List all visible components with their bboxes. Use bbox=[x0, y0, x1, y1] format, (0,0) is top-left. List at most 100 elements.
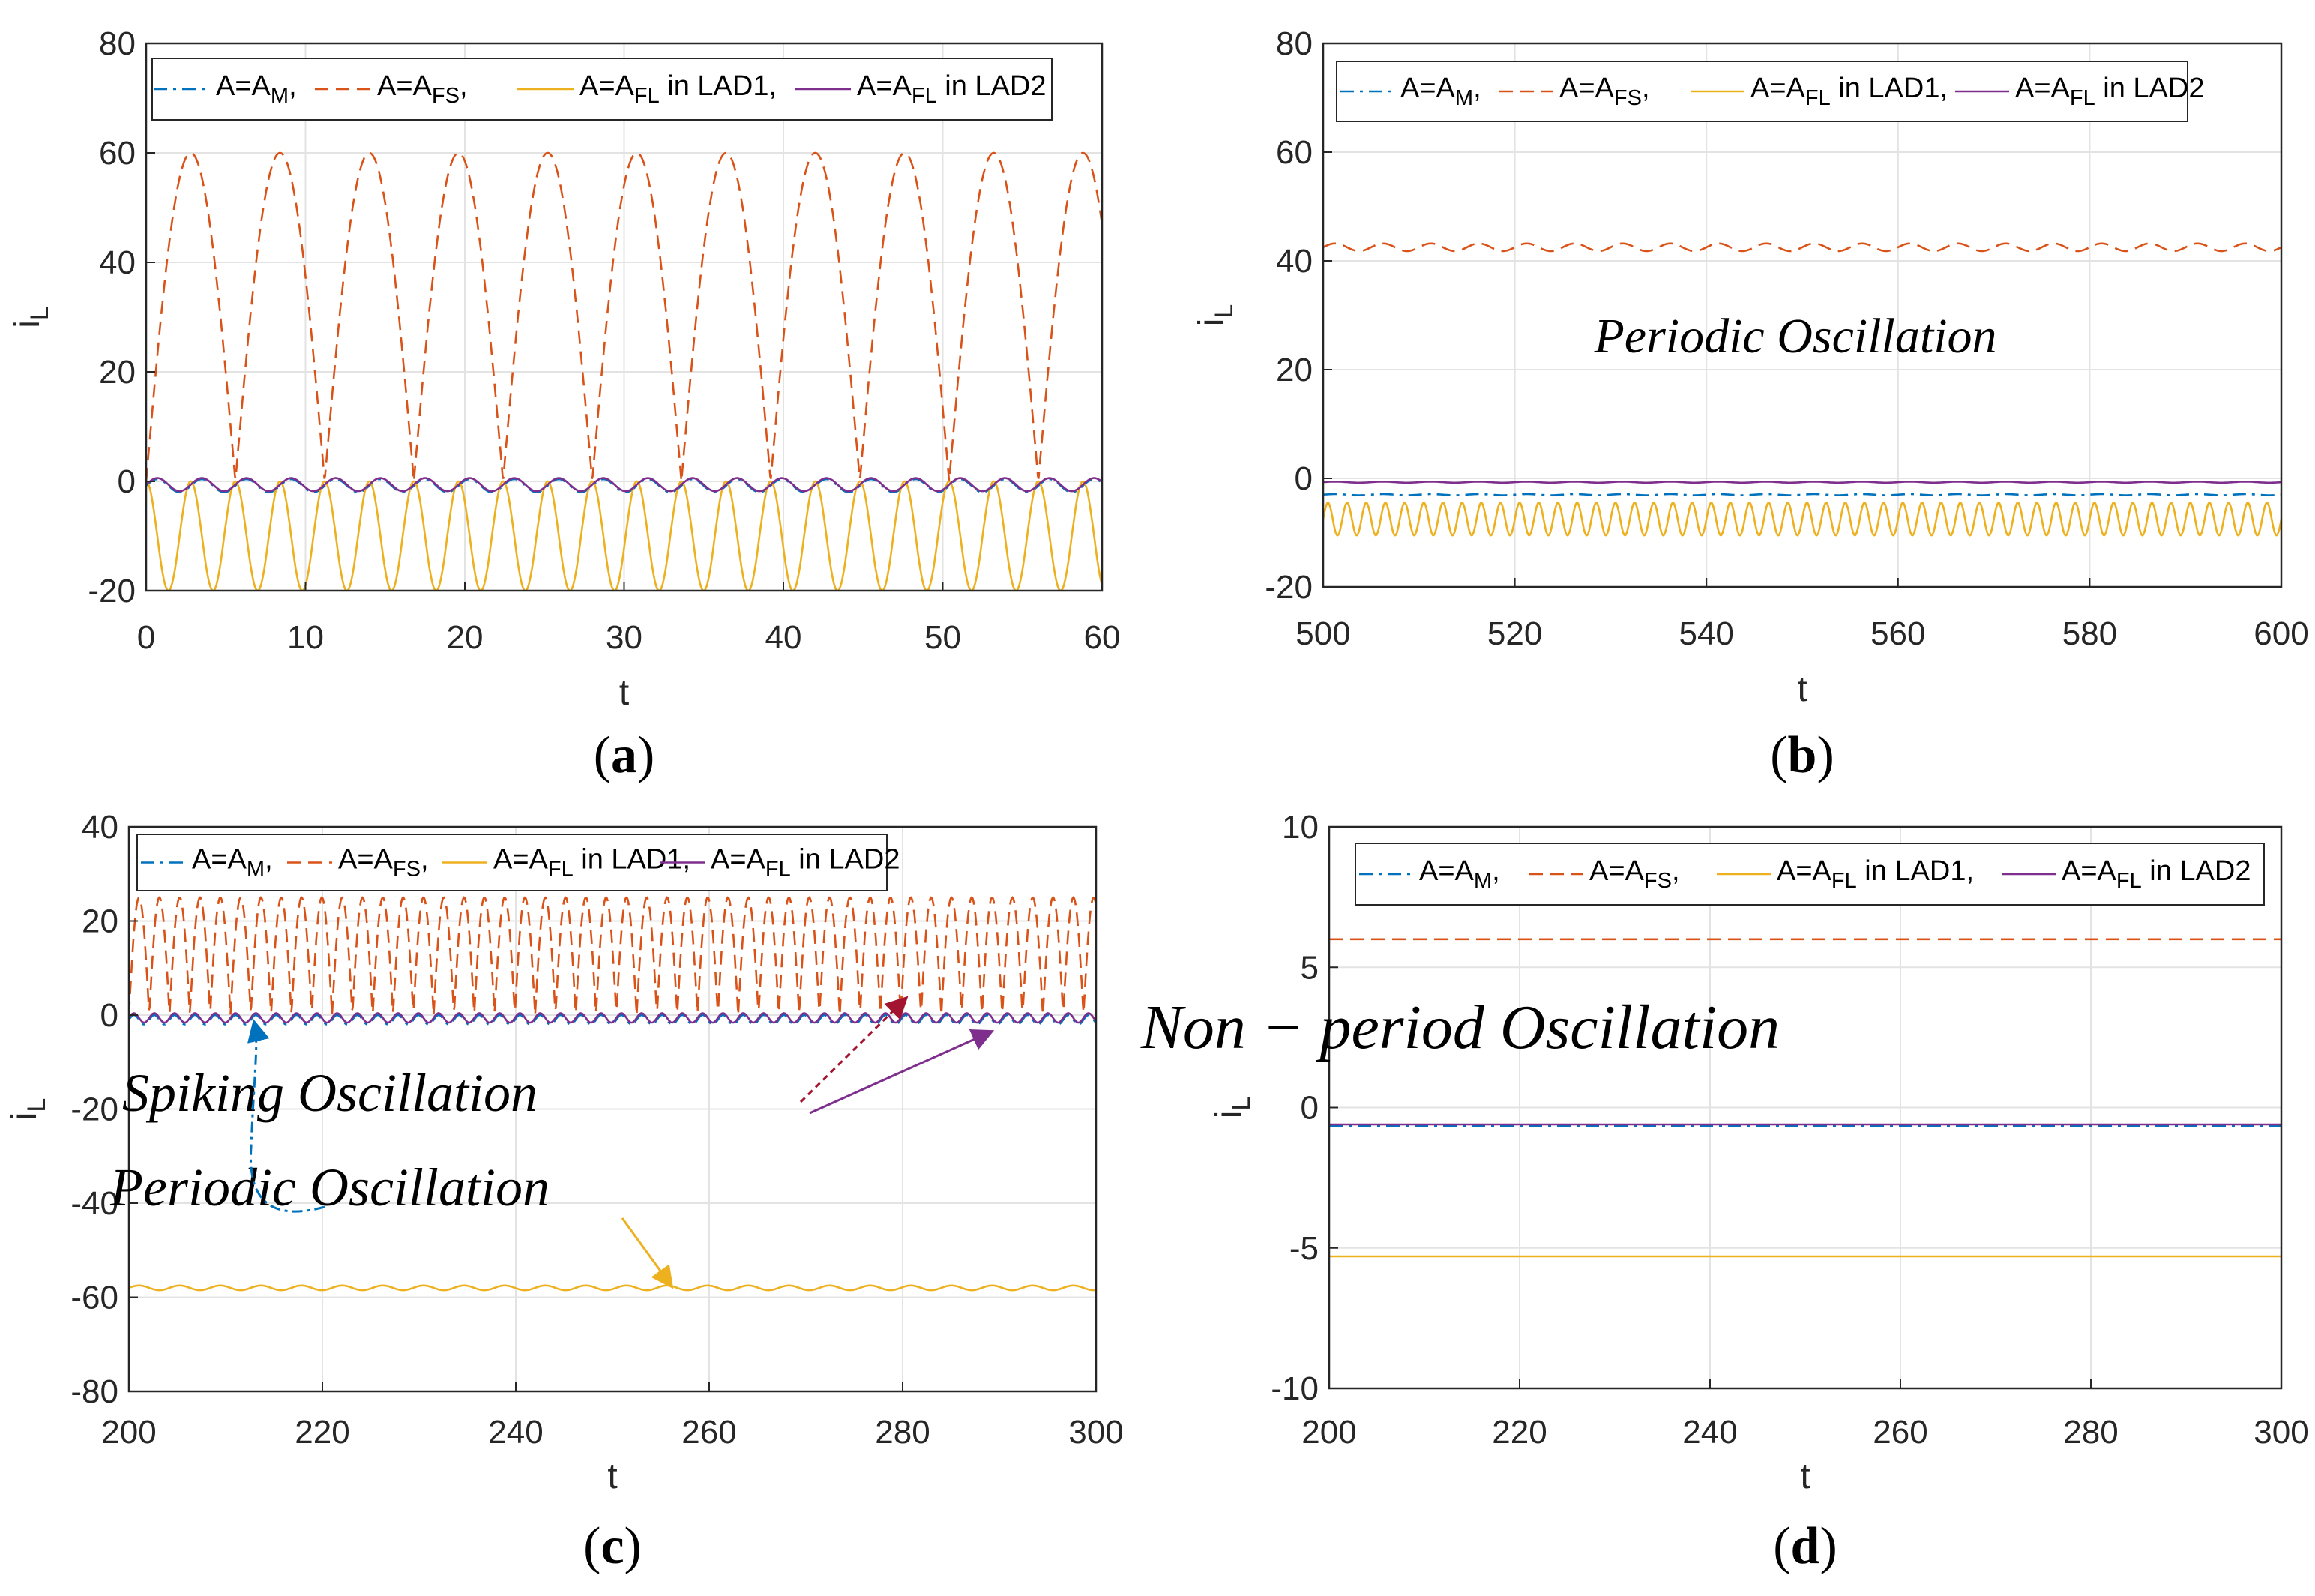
x-tick-label: 220 bbox=[295, 1414, 349, 1451]
legend-label: A=AM, bbox=[192, 844, 273, 882]
series-group bbox=[1329, 938, 2281, 1258]
x-tick-label: 560 bbox=[1870, 615, 1925, 652]
x-tick-label: 200 bbox=[1301, 1414, 1356, 1451]
legend-label: A=AFL in LAD1, bbox=[1750, 73, 1948, 110]
y-tick-label: 80 bbox=[1276, 25, 1313, 62]
x-tick-label: 240 bbox=[1682, 1414, 1737, 1451]
x-tick-label: 580 bbox=[2062, 615, 2117, 652]
y-tick-label: 60 bbox=[1276, 134, 1313, 171]
x-axis-label: t bbox=[1800, 1457, 1810, 1496]
legend: A=AM, A=AFS, A=AFL in LAD1, A=AFL in LAD2 bbox=[1355, 843, 2265, 906]
series-line-a-a-fl-in-lad2 bbox=[146, 477, 1102, 493]
y-tick-label: 40 bbox=[99, 244, 136, 281]
legend-label: A=AFL in LAD2 bbox=[857, 70, 1046, 108]
legend-label: A=AM, bbox=[1419, 855, 1500, 893]
legend-box bbox=[136, 834, 888, 891]
y-axis-label: iL bbox=[7, 306, 54, 328]
y-tick-label: 0 bbox=[100, 997, 118, 1034]
x-tick-label: 220 bbox=[1492, 1414, 1547, 1451]
legend-label: A=AFL in LAD1, bbox=[493, 844, 690, 882]
x-tick-label: 30 bbox=[606, 619, 642, 656]
legend: A=AM, A=AFS, A=AFL in LAD1, A=AFL in LAD2 bbox=[151, 58, 1053, 121]
x-tick-label: 10 bbox=[287, 619, 324, 656]
legend-label: A=AFL in LAD1, bbox=[579, 70, 777, 108]
series-line-a-a-m bbox=[1323, 493, 2281, 496]
y-tick-label: 5 bbox=[1301, 949, 1319, 986]
arrow-periodic-blue bbox=[247, 1019, 325, 1213]
panel-caption: (d) bbox=[1773, 1517, 1837, 1575]
arrow-periodic-yellow bbox=[621, 1217, 674, 1289]
y-tick-label: -20 bbox=[88, 573, 136, 609]
x-tick-label: 500 bbox=[1295, 615, 1350, 652]
plot-frame bbox=[1322, 42, 2283, 588]
y-tick-label: 20 bbox=[1276, 352, 1313, 388]
legend-label: A=AFS, bbox=[1559, 73, 1650, 110]
x-tick-label: 280 bbox=[2063, 1414, 2118, 1451]
y-tick-label: -10 bbox=[1271, 1370, 1319, 1407]
legend-box bbox=[151, 58, 1053, 121]
legend: A=AM, A=AFS, A=AFL in LAD1, A=AFL in LAD2 bbox=[136, 834, 900, 891]
x-tick-label: 300 bbox=[2254, 1414, 2308, 1451]
panel-caption: (b) bbox=[1770, 726, 1834, 784]
legend-box bbox=[1355, 843, 2265, 906]
annotation-text: Periodic Oscillation bbox=[1593, 309, 1996, 364]
y-axis-label: iL bbox=[1209, 1097, 1256, 1119]
y-tick-label: -20 bbox=[1265, 569, 1313, 606]
series-line-a-a-fl-in-lad1 bbox=[1323, 502, 2281, 537]
y-tick-label: 0 bbox=[1295, 460, 1313, 497]
y-tick-label: 0 bbox=[1301, 1090, 1319, 1127]
legend-label: A=AFS, bbox=[1589, 855, 1680, 893]
y-tick-label: 0 bbox=[118, 463, 136, 500]
x-tick-label: 540 bbox=[1679, 615, 1733, 652]
legend-label: A=AFL in LAD2 bbox=[2015, 73, 2204, 110]
x-tick-label: 260 bbox=[681, 1414, 736, 1451]
x-axis-label: t bbox=[1797, 669, 1807, 709]
y-tick-label: -40 bbox=[70, 1185, 118, 1222]
legend-label: A=AFL in LAD2 bbox=[711, 844, 900, 882]
arrow-spiking-red bbox=[799, 996, 909, 1103]
legend-label: A=AFS, bbox=[338, 844, 429, 882]
annotation-text: Spiking Oscillation bbox=[122, 1063, 538, 1123]
series-line-a-a-fs bbox=[129, 896, 1096, 1016]
x-tick-label: 40 bbox=[765, 619, 802, 656]
y-axis-label: iL bbox=[1192, 304, 1238, 327]
legend: A=AM, A=AFS, A=AFL in LAD1, A=AFL in LAD2 bbox=[1336, 61, 2204, 122]
y-tick-label: -5 bbox=[1289, 1230, 1319, 1267]
annotation-text: Non − period Oscillation bbox=[1140, 993, 1780, 1062]
x-tick-label: 520 bbox=[1487, 615, 1542, 652]
x-tick-label: 260 bbox=[1873, 1414, 1927, 1451]
legend-label: A=AFL in LAD1, bbox=[1777, 855, 1974, 893]
chart-panel-d: 200 220 240 260 280 300 -10 -5 0 5 10 t iL A=AM, A=AFS… bbox=[1140, 809, 2309, 1575]
x-tick-label: 60 bbox=[1084, 619, 1121, 656]
legend-label: A=AFL in LAD2 bbox=[2062, 855, 2251, 893]
y-tick-label: -80 bbox=[70, 1373, 118, 1410]
y-tick-label: 20 bbox=[99, 354, 136, 391]
legend-label: A=AFS, bbox=[377, 70, 468, 108]
legend-label: A=AM, bbox=[216, 70, 297, 108]
y-tick-label: 80 bbox=[99, 25, 136, 62]
series-line-a-a-fl-in-lad1 bbox=[129, 1284, 1096, 1292]
panel-caption: (a) bbox=[594, 726, 655, 784]
y-tick-label: -60 bbox=[70, 1280, 118, 1316]
x-tick-label: 280 bbox=[875, 1414, 930, 1451]
x-tick-label: 600 bbox=[2254, 615, 2308, 652]
chart-panel-c: 200 220 240 260 280 300 -80 -60 -40 -20 0 20 40 t iL A=… bbox=[4, 809, 1124, 1575]
legend-box bbox=[1336, 61, 2188, 122]
y-tick-label: 20 bbox=[82, 903, 118, 940]
y-axis-label: iL bbox=[4, 1098, 51, 1121]
legend-label: A=AM, bbox=[1400, 73, 1481, 110]
y-tick-label: 60 bbox=[99, 135, 136, 172]
panel-caption: (c) bbox=[583, 1517, 642, 1575]
series-line-a-a-fs bbox=[146, 151, 1102, 482]
x-axis-label: t bbox=[607, 1457, 617, 1496]
x-tick-label: 200 bbox=[101, 1414, 156, 1451]
arrow-spiking-purple bbox=[809, 1029, 995, 1115]
x-tick-label: 50 bbox=[924, 619, 961, 656]
series-group bbox=[1323, 242, 2281, 537]
x-tick-label: 0 bbox=[137, 619, 155, 656]
y-tick-label: 40 bbox=[1276, 243, 1313, 280]
y-tick-label: 40 bbox=[82, 809, 118, 846]
x-axis-label: t bbox=[619, 673, 629, 713]
